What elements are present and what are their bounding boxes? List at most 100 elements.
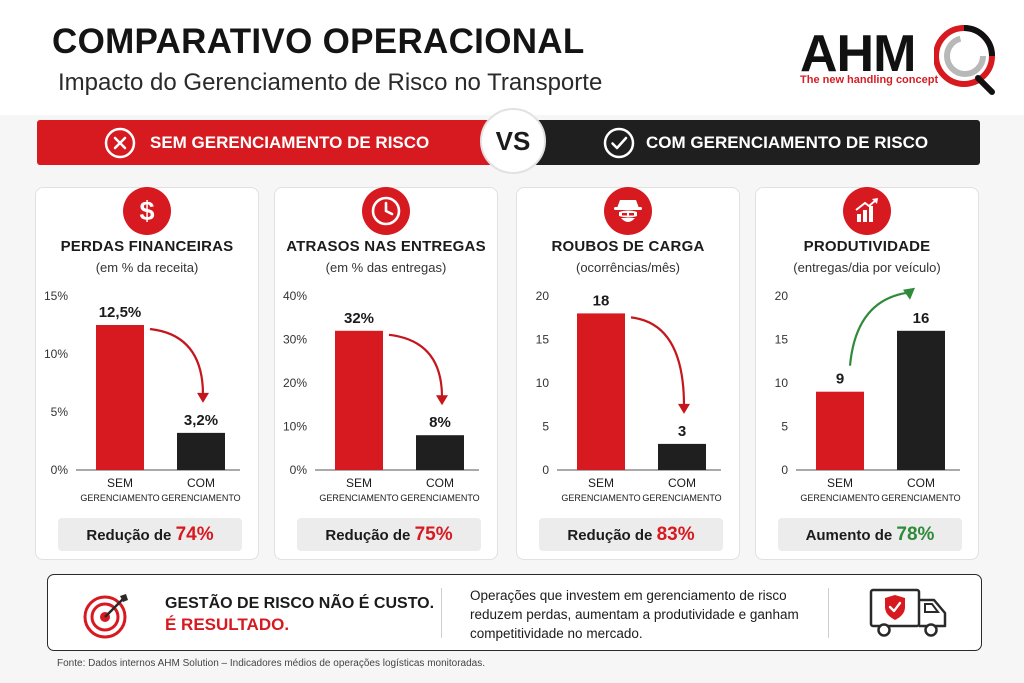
data-label: 16 bbox=[913, 310, 930, 327]
svg-text:$: $ bbox=[139, 196, 154, 226]
card-financial-losses: $ PERDAS FINANCEIRAS (em % da receita) 0… bbox=[35, 187, 259, 560]
result-value: 75% bbox=[414, 524, 453, 545]
bar-chart: 0 5 10 15 20 18 SEM GERENCIAMENTO 3 COM GERENCIAME… bbox=[536, 289, 722, 503]
y-tick-label: 15% bbox=[44, 289, 68, 303]
data-label: 3 bbox=[678, 423, 686, 440]
ahm-logo: AHM The new handling concept bbox=[798, 16, 1008, 100]
card-title: ROUBOS DE CARGA bbox=[551, 238, 705, 255]
result-badge: Redução de 75% bbox=[297, 518, 481, 551]
dollar-icon: $ bbox=[123, 187, 171, 235]
y-tick-label: 5 bbox=[542, 420, 549, 434]
x-tick-label: GERENCIAMENTO bbox=[319, 493, 398, 503]
conclusion-text: Operações que investem em gerenciamento … bbox=[470, 588, 799, 641]
truck-shield-icon bbox=[869, 588, 947, 637]
y-tick-label: 10 bbox=[536, 376, 550, 390]
y-tick-label: 10% bbox=[44, 347, 68, 361]
y-tick-label: 0% bbox=[290, 463, 308, 477]
y-tick-label: 5% bbox=[51, 405, 69, 419]
x-tick-label: GERENCIAMENTO bbox=[400, 493, 479, 503]
y-tick-label: 5 bbox=[781, 420, 788, 434]
y-tick-label: 0 bbox=[542, 463, 549, 477]
result-prefix: Aumento de bbox=[805, 527, 893, 544]
y-tick-label: 20 bbox=[775, 289, 789, 303]
result-value: 83% bbox=[656, 524, 695, 545]
without-label: SEM GERENCIAMENTO DE RISCO bbox=[150, 133, 430, 152]
x-tick-label: GERENCIAMENTO bbox=[561, 493, 640, 503]
x-circle-icon bbox=[104, 127, 136, 159]
bar bbox=[177, 432, 225, 470]
y-tick-label: 15 bbox=[536, 333, 550, 347]
x-tick-label: COM bbox=[907, 476, 935, 490]
y-tick-label: 30% bbox=[283, 333, 307, 347]
trend-arrow bbox=[388, 333, 444, 398]
y-tick-label: 0% bbox=[51, 463, 69, 477]
bar bbox=[96, 325, 144, 470]
x-tick-label: GERENCIAMENTO bbox=[881, 493, 960, 503]
growth-chart-icon bbox=[843, 187, 891, 235]
card-productivity: PRODUTIVIDADE (entregas/dia por veículo)… bbox=[755, 187, 979, 560]
bar bbox=[658, 443, 706, 470]
result-prefix: Redução de bbox=[567, 527, 653, 544]
trend-arrowhead bbox=[903, 287, 915, 300]
conclusion-headline: GESTÃO DE RISCO NÃO É CUSTO. bbox=[165, 595, 435, 612]
data-label: 3,2% bbox=[184, 412, 218, 429]
x-tick-label: COM bbox=[668, 476, 696, 490]
bar bbox=[416, 435, 464, 470]
bar-chart: 0% 5% 10% 15% 12,5% SEM GERENCIAMENTO 3,2% COM GE… bbox=[44, 289, 241, 503]
x-tick-label: GERENCIAMENTO bbox=[161, 493, 240, 503]
page-title: COMPARATIVO OPERACIONAL bbox=[52, 22, 585, 61]
source-note: Fonte: Dados internos AHM Solution – Ind… bbox=[57, 658, 486, 669]
thief-icon bbox=[604, 187, 652, 235]
data-label: 32% bbox=[344, 310, 374, 327]
bar-chart: 0 5 10 15 20 9 SEM GERENCIAMENTO 16 COM GERENCIAME… bbox=[775, 287, 961, 503]
trend-arrowhead bbox=[678, 403, 690, 414]
target-icon bbox=[83, 594, 128, 639]
x-tick-label: COM bbox=[187, 476, 215, 490]
conclusion-box: GESTÃO DE RISCO NÃO É CUSTO. É RESULTADO… bbox=[47, 574, 982, 651]
card-subtitle: (em % das entregas) bbox=[325, 260, 447, 275]
vs-badge: VS bbox=[480, 108, 546, 174]
header: COMPARATIVO OPERACIONAL Impacto do Geren… bbox=[0, 0, 1024, 115]
result-value: 78% bbox=[896, 524, 935, 545]
trend-arrow bbox=[848, 291, 908, 366]
result-prefix: Redução de bbox=[86, 527, 172, 544]
x-tick-label: SEM bbox=[827, 476, 853, 490]
result-value: 74% bbox=[175, 524, 214, 545]
trend-arrowhead bbox=[197, 392, 209, 403]
x-tick-label: GERENCIAMENTO bbox=[800, 493, 879, 503]
trend-arrow bbox=[630, 316, 686, 406]
result-badge: Aumento de 78% bbox=[778, 518, 962, 551]
bar bbox=[577, 313, 625, 470]
x-tick-label: GERENCIAMENTO bbox=[642, 493, 721, 503]
card-delivery-delays: ATRASOS NAS ENTREGAS (em % das entregas)… bbox=[274, 187, 498, 560]
logo-name: AHM bbox=[800, 25, 916, 83]
bar bbox=[335, 330, 383, 470]
x-tick-label: COM bbox=[426, 476, 454, 490]
x-tick-label: GERENCIAMENTO bbox=[80, 493, 159, 503]
card-subtitle: (entregas/dia por veículo) bbox=[793, 260, 941, 275]
data-label: 18 bbox=[593, 292, 610, 309]
y-tick-label: 10% bbox=[283, 420, 307, 434]
result-prefix: Redução de bbox=[325, 527, 411, 544]
check-circle-icon bbox=[603, 127, 635, 159]
data-label: 12,5% bbox=[99, 304, 142, 321]
conclusion-highlight: É RESULTADO. bbox=[165, 615, 290, 634]
trend-arrow bbox=[149, 327, 205, 395]
data-label: 9 bbox=[836, 371, 844, 388]
without-risk-management-banner: SEM GERENCIAMENTO DE RISCO bbox=[37, 120, 507, 165]
bar-chart: 0% 10% 20% 30% 40% 32% SEM GERENCIAMENTO 8% COM GE… bbox=[283, 289, 480, 503]
clock-icon bbox=[362, 187, 410, 235]
x-tick-label: SEM bbox=[588, 476, 614, 490]
divider bbox=[828, 588, 829, 638]
divider bbox=[441, 588, 442, 638]
logo-tagline: The new handling concept bbox=[800, 74, 939, 86]
card-cargo-theft: ROUBOS DE CARGA (ocorrências/mês) 0 5 10 15… bbox=[516, 187, 740, 560]
x-tick-label: SEM bbox=[107, 476, 133, 490]
page-subtitle: Impacto do Gerenciamento de Risco no Tra… bbox=[58, 69, 603, 96]
x-tick-label: SEM bbox=[346, 476, 372, 490]
y-tick-label: 0 bbox=[781, 463, 788, 477]
result-badge: Redução de 83% bbox=[539, 518, 723, 551]
y-tick-label: 40% bbox=[283, 289, 307, 303]
data-label: 8% bbox=[429, 414, 451, 431]
card-subtitle: (em % da receita) bbox=[95, 260, 199, 275]
